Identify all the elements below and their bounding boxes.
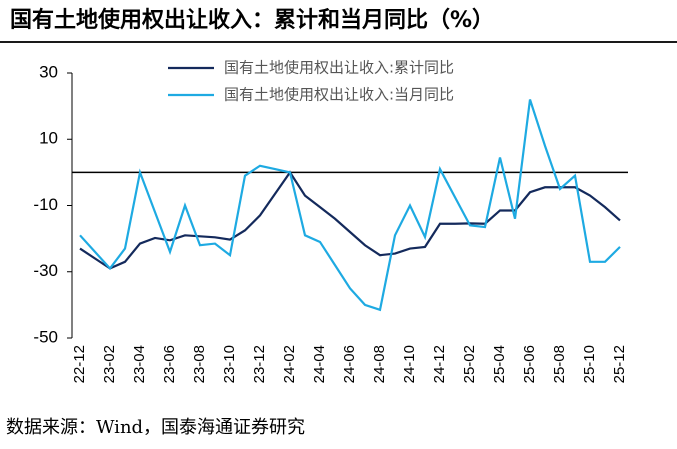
x-tick-label: 25-02 xyxy=(461,345,478,383)
x-tick-label: 23-08 xyxy=(191,345,208,383)
y-tick-label: -50 xyxy=(33,327,58,346)
x-tick-label: 24-02 xyxy=(281,345,298,383)
series-line xyxy=(79,99,621,312)
x-tick-label: 24-04 xyxy=(311,345,328,383)
legend-label: 国有土地使用权出让收入:当月同比 xyxy=(224,86,454,104)
x-tick-label: 24-08 xyxy=(371,345,388,383)
x-tick-label: 25-10 xyxy=(581,345,598,383)
x-tick-label: 23-12 xyxy=(251,345,268,383)
x-tick-label: 23-02 xyxy=(101,345,118,383)
x-tick-label: 23-06 xyxy=(161,345,178,383)
x-tick-label: 25-08 xyxy=(551,345,568,383)
source: 数据来源：Wind，国泰海通证券研究 xyxy=(6,417,305,438)
x-tick-label: 23-04 xyxy=(131,345,148,383)
x-tick-label: 22-12 xyxy=(71,345,88,383)
y-tick-label: -30 xyxy=(33,261,58,280)
series-line xyxy=(79,170,621,270)
x-tick-label: 25-06 xyxy=(521,345,538,383)
x-tick-label: 24-06 xyxy=(341,345,358,383)
x-tick-label: 24-10 xyxy=(401,345,418,383)
x-tick-label: 25-12 xyxy=(611,345,628,383)
x-tick-label: 24-12 xyxy=(431,345,448,383)
legend-label: 国有土地使用权出让收入:累计同比 xyxy=(224,59,454,77)
y-tick-label: 10 xyxy=(39,129,58,148)
x-tick-label: 25-04 xyxy=(491,345,508,383)
x-tick-label: 23-10 xyxy=(221,345,238,383)
y-tick-label: -10 xyxy=(33,195,58,214)
y-tick-label: 30 xyxy=(39,62,58,81)
chart-title: 国有土地使用权出让收入：累计和当月同比（%） xyxy=(10,7,494,33)
